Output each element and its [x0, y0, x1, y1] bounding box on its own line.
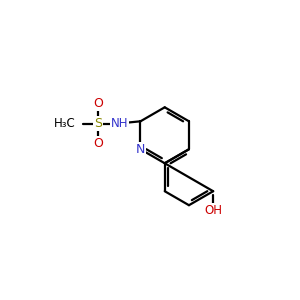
- Text: N: N: [136, 143, 145, 156]
- Text: O: O: [93, 137, 103, 150]
- Text: OH: OH: [204, 204, 222, 217]
- Text: H₃C: H₃C: [54, 117, 75, 130]
- Text: O: O: [93, 97, 103, 110]
- Text: NH: NH: [110, 117, 128, 130]
- Text: S: S: [94, 117, 102, 130]
